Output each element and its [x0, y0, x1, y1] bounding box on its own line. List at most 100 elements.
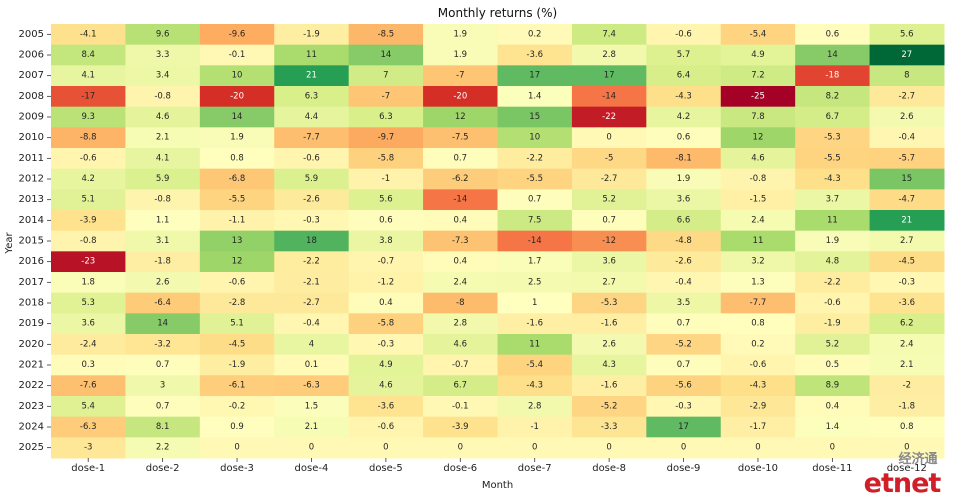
heatmap-cell-2011-dose-1: [51, 148, 126, 170]
heatmap-cell-label: -5.3: [824, 133, 841, 143]
heatmap-cell-label: -4.5: [229, 339, 246, 349]
heatmap-cell-2013-dose-4: [274, 189, 350, 211]
heatmap-cell-label: -7: [456, 71, 464, 81]
heatmap-cell-label: 7.8: [751, 112, 765, 122]
heatmap-cell-label: 1.9: [454, 29, 468, 39]
heatmap-cell-label: -8.1: [675, 153, 692, 163]
logo-chinese-text: 经济通: [898, 451, 937, 467]
heatmap-cell-label: 0: [681, 443, 686, 453]
heatmap-cell-2013-dose-10: [720, 189, 796, 211]
heatmap-cell-label: -8.8: [80, 133, 97, 143]
heatmap-cell-2024-dose-6: [423, 416, 498, 438]
heatmap-cell-label: -5.4: [526, 360, 543, 370]
heatmap-cell-label: 0.6: [379, 215, 393, 225]
y-tick-label: 2015: [19, 236, 44, 247]
heatmap-cell-2018-dose-8: [571, 292, 647, 314]
heatmap-cell-label: 0.7: [677, 360, 691, 370]
heatmap-cell-label: -14: [453, 195, 467, 205]
heatmap-cell-label: 4.1: [156, 153, 170, 163]
heatmap-cell-label: -17: [81, 91, 95, 101]
heatmap-cell-2024-dose-11: [795, 416, 871, 438]
heatmap-cell-label: 4.9: [751, 50, 765, 60]
heatmap-cell-2025-dose-6: [423, 437, 498, 459]
heatmap-cell-2015-dose-5: [348, 230, 424, 252]
heatmap-cell-label: 0.4: [454, 257, 468, 267]
heatmap-cell-label: 18: [306, 236, 317, 246]
heatmap-cell-2012-dose-3: [199, 168, 275, 190]
heatmap-cell-2005-dose-4: [274, 24, 350, 46]
heatmap-cell-label: 0.2: [751, 339, 765, 349]
heatmap-cell-label: -22: [602, 112, 616, 122]
y-tick-label: 2013: [19, 194, 44, 205]
heatmap-cell-2011-dose-9: [646, 148, 722, 170]
heatmap-cell-label: -2.1: [303, 277, 320, 287]
heatmap-cell-2013-dose-6: [423, 189, 498, 211]
heatmap-cell-2007-dose-1: [51, 65, 126, 87]
heatmap-cell-2006-dose-12: [869, 44, 945, 66]
heatmap-cell-2016-dose-5: [348, 251, 424, 273]
heatmap-cell-2017-dose-1: [51, 272, 126, 294]
heatmap-cell-2006-dose-1: [51, 44, 126, 66]
heatmap-cell-2012-dose-2: [125, 168, 201, 190]
heatmap-cell-label: 2.8: [602, 50, 616, 60]
y-tick-label: 2020: [19, 339, 44, 350]
heatmap-cell-2023-dose-2: [125, 396, 201, 418]
heatmap-cell-label: 5.6: [900, 29, 914, 39]
heatmap-cell-label: 7.4: [602, 29, 616, 39]
heatmap-cell-label: -2.4: [80, 339, 97, 349]
heatmap-cell-label: -6.4: [154, 298, 171, 308]
heatmap-cell-2019-dose-7: [497, 313, 573, 335]
heatmap-cell-label: 4.6: [379, 381, 393, 391]
heatmap-cell-2024-dose-9: [646, 416, 722, 438]
heatmap-cell-2010-dose-4: [274, 127, 350, 149]
y-tick-label: 2005: [19, 29, 44, 40]
heatmap-cell-label: -5.5: [824, 153, 841, 163]
heatmap-cell-label: -2.7: [303, 298, 320, 308]
heatmap-cell-label: -5.6: [675, 381, 692, 391]
heatmap-cell-label: 0.7: [528, 195, 542, 205]
heatmap-cell-2008-dose-8: [571, 86, 647, 108]
heatmap-cell-2006-dose-6: [423, 44, 498, 66]
heatmap-cell-label: 8.4: [81, 50, 95, 60]
heatmap-cell-label: -6.2: [452, 174, 469, 184]
heatmap-cell-2021-dose-8: [571, 354, 647, 376]
y-tick-label: 2006: [19, 50, 44, 61]
heatmap-cell-label: 7.2: [751, 71, 765, 81]
heatmap-cell-label: -5.7: [898, 153, 915, 163]
heatmap-cell-2009-dose-7: [497, 106, 573, 128]
heatmap-cell-2011-dose-7: [497, 148, 573, 170]
heatmap-cell-2012-dose-5: [348, 168, 424, 190]
heatmap-cell-2020-dose-6: [423, 334, 498, 356]
heatmap-cell-2008-dose-6: [423, 86, 498, 108]
heatmap-cell-2017-dose-3: [199, 272, 275, 294]
heatmap-cell-label: -5.2: [601, 401, 618, 411]
heatmap-cell-label: -0.7: [378, 257, 395, 267]
heatmap-cell-2005-dose-10: [720, 24, 796, 46]
heatmap-cell-label: 8.2: [826, 91, 840, 101]
heatmap-cell-label: -0.1: [452, 401, 469, 411]
heatmap-cell-label: 0.7: [156, 360, 170, 370]
heatmap-cell-label: -2.8: [229, 298, 246, 308]
heatmap-cell-label: 13: [232, 236, 243, 246]
heatmap-cell-2017-dose-11: [795, 272, 871, 294]
heatmap-cell-label: 3.3: [156, 50, 170, 60]
heatmap-cell-2019-dose-9: [646, 313, 722, 335]
heatmap-cell-label: 7: [383, 71, 388, 81]
heatmap-cell-label: 0.5: [826, 360, 840, 370]
heatmap-cell-2025-dose-8: [571, 437, 647, 459]
heatmap-cell-2011-dose-2: [125, 148, 201, 170]
heatmap-cell-2022-dose-10: [720, 375, 796, 397]
heatmap-cell-2025-dose-9: [646, 437, 722, 459]
heatmap-cell-2023-dose-10: [720, 396, 796, 418]
heatmap-cell-2019-dose-1: [51, 313, 126, 335]
heatmap-cell-label: 8.9: [826, 381, 840, 391]
heatmap-cell-label: -0.3: [675, 401, 692, 411]
heatmap-cell-label: 0: [606, 133, 611, 143]
heatmap-cell-label: 4.2: [81, 174, 95, 184]
x-tick-label: dose-9: [667, 463, 701, 474]
heatmap-cell-2022-dose-11: [795, 375, 871, 397]
heatmap-cell-2006-dose-8: [571, 44, 647, 66]
x-tick-label: dose-3: [220, 463, 254, 474]
y-tick-label: 2007: [19, 70, 44, 81]
heatmap-cell-label: 0: [383, 443, 388, 453]
